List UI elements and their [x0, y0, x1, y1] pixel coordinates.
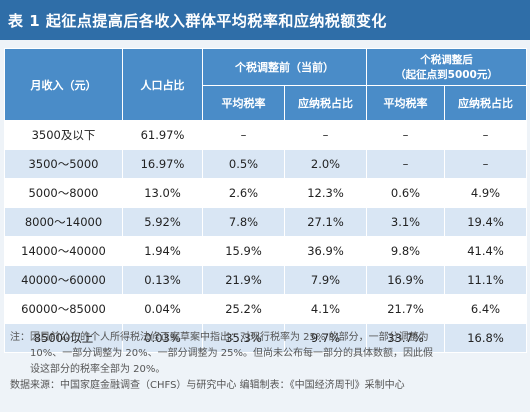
- table-row: 85000以上 0.03% 35.3% 9.7% 33.7% 16.8%: [4, 323, 528, 353]
- header-population: 人口占比: [122, 48, 203, 121]
- cell-avg-rate-before: 7.8%: [202, 207, 285, 237]
- table-row: 3500～5000 16.97% 0.5% 2.0% – –: [4, 149, 528, 179]
- cell-tax-share-after: 16.8%: [443, 323, 528, 353]
- cell-population: 0.03%: [122, 323, 203, 353]
- cell-tax-share-after: 11.1%: [443, 265, 528, 295]
- cell-income: 14000～40000: [4, 236, 123, 266]
- cell-tax-share-before: 12.3%: [284, 178, 367, 208]
- cell-avg-rate-after: –: [366, 149, 445, 179]
- header-group-after: 个税调整后 （起征点到5000元）: [365, 48, 528, 86]
- cell-avg-rate-before: 35.3%: [202, 323, 285, 353]
- header-row-1: 月收入（元） 人口占比 个税调整前（当前） 个税调整后 （起征点到5000元）: [4, 48, 528, 121]
- header-avg-rate-before: 平均税率: [202, 85, 285, 121]
- table-row: 5000～8000 13.0% 2.6% 12.3% 0.6% 4.9%: [4, 178, 528, 208]
- cell-avg-rate-before: 15.9%: [202, 236, 285, 266]
- cell-tax-share-before: 4.1%: [284, 294, 367, 324]
- cell-income: 8000～14000: [4, 207, 123, 237]
- note-line-3: 设这部分的税率全部为 20%。: [30, 364, 166, 375]
- table-row: 14000～40000 1.94% 15.9% 36.9% 9.8% 41.4%: [4, 236, 528, 266]
- header-group-after-line2: （起征点到5000元）: [395, 69, 498, 81]
- cell-population: 1.94%: [122, 236, 203, 266]
- tax-table: 月收入（元） 人口占比 个税调整前（当前） 个税调整后 （起征点到5000元） …: [4, 48, 528, 353]
- cell-income: 3500～5000: [4, 149, 123, 179]
- cell-avg-rate-after: 33.7%: [366, 323, 445, 353]
- cell-avg-rate-after: 16.9%: [366, 265, 445, 295]
- cell-tax-share-before: –: [284, 120, 367, 150]
- header-tax-share-after: 应纳税占比: [443, 85, 528, 121]
- cell-population: 13.0%: [122, 178, 203, 208]
- cell-tax-share-after: –: [443, 149, 528, 179]
- source-line: 数据来源：中国家庭金融调查（CHFS）与研究中心 编辑制表：《中国经济周刊》采制…: [10, 380, 405, 391]
- notes: 注：因目前公布的个人所得税法修正案草案中指出：对现行税率为 25% 的部分，一部…: [10, 330, 522, 394]
- header-group-current: 个税调整前（当前）: [202, 48, 367, 86]
- cell-income: 60000～85000: [4, 294, 123, 324]
- table-row: 3500及以下 61.97% – – – –: [4, 120, 528, 150]
- cell-avg-rate-after: 0.6%: [366, 178, 445, 208]
- cell-income: 40000～60000: [4, 265, 123, 295]
- header-avg-rate-after: 平均税率: [366, 85, 445, 121]
- cell-tax-share-before: 27.1%: [284, 207, 367, 237]
- cell-avg-rate-before: 25.2%: [202, 294, 285, 324]
- cell-avg-rate-before: 2.6%: [202, 178, 285, 208]
- table-row: 40000～60000 0.13% 21.9% 7.9% 16.9% 11.1%: [4, 265, 528, 295]
- cell-tax-share-before: 2.0%: [284, 149, 367, 179]
- cell-tax-share-after: 6.4%: [443, 294, 528, 324]
- cell-avg-rate-after: 21.7%: [366, 294, 445, 324]
- header-income: 月收入（元）: [4, 48, 123, 121]
- header-tax-share-before: 应纳税占比: [284, 85, 367, 121]
- note-line-2: 10%、一部分调整为 20%、一部分调整为 25%。但尚未公布每一部分的具体数额…: [30, 348, 434, 359]
- cell-population: 61.97%: [122, 120, 203, 150]
- cell-income: 3500及以下: [4, 120, 123, 150]
- table-title: 表 1 起征点提高后各收入群体平均税率和应纳税额变化: [0, 0, 530, 40]
- cell-population: 0.13%: [122, 265, 203, 295]
- cell-tax-share-before: 9.7%: [284, 323, 367, 353]
- table-row: 8000～14000 5.92% 7.8% 27.1% 3.1% 19.4%: [4, 207, 528, 237]
- cell-population: 16.97%: [122, 149, 203, 179]
- table-row: 60000～85000 0.04% 25.2% 4.1% 21.7% 6.4%: [4, 294, 528, 324]
- cell-tax-share-after: 19.4%: [443, 207, 528, 237]
- cell-population: 5.92%: [122, 207, 203, 237]
- cell-tax-share-after: 4.9%: [443, 178, 528, 208]
- cell-avg-rate-before: 21.9%: [202, 265, 285, 295]
- cell-population: 0.04%: [122, 294, 203, 324]
- header-group-after-line1: 个税调整后: [420, 54, 473, 66]
- cell-avg-rate-after: –: [366, 120, 445, 150]
- cell-avg-rate-after: 9.8%: [366, 236, 445, 266]
- cell-tax-share-after: 41.4%: [443, 236, 528, 266]
- cell-avg-rate-before: 0.5%: [202, 149, 285, 179]
- cell-avg-rate-before: –: [202, 120, 285, 150]
- note-line-1: 注：因目前公布的个人所得税法修正案草案中指出：对现行税率为 25% 的部分，一部…: [10, 332, 429, 343]
- cell-tax-share-after: –: [443, 120, 528, 150]
- cell-tax-share-before: 36.9%: [284, 236, 367, 266]
- cell-income: 5000～8000: [4, 178, 123, 208]
- cell-tax-share-before: 7.9%: [284, 265, 367, 295]
- cell-income: 85000以上: [4, 323, 123, 353]
- header-row-2: 平均税率 应纳税占比 平均税率 应纳税占比: [5, 85, 528, 121]
- cell-avg-rate-after: 3.1%: [366, 207, 445, 237]
